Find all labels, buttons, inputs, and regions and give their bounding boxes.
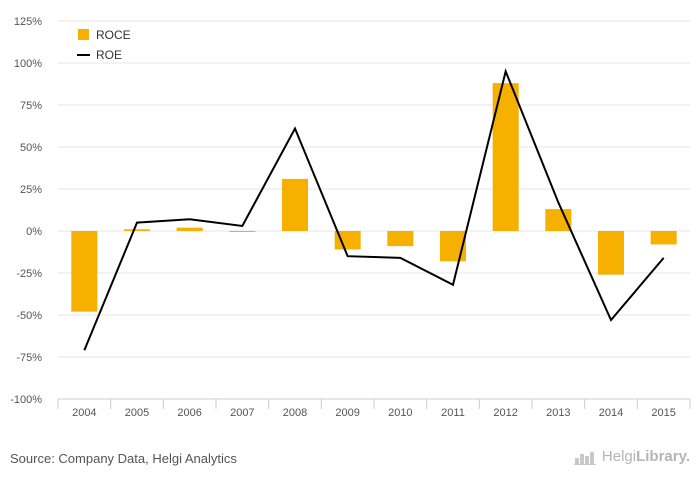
roce-bar (124, 229, 150, 231)
x-axis: 2004 2005 2006 2007 2008 2009 2010 2011 2012 2013… (57, 398, 691, 419)
legend-swatch-roce (78, 29, 89, 40)
roce-bar (545, 209, 572, 231)
legend-label-roe: ROE (96, 48, 122, 62)
roce-bar (650, 231, 677, 245)
x-tick-label: 2015 (651, 407, 675, 419)
gridlines (58, 20, 690, 400)
roce-bar (176, 227, 203, 231)
y-tick-label: 25% (20, 184, 42, 196)
roce-bar (598, 231, 624, 275)
x-tick-label: 2013 (546, 407, 570, 419)
x-tick-label: 2010 (388, 407, 412, 419)
y-tick-label: 75% (20, 100, 42, 112)
roce-bars (71, 83, 677, 312)
legend-label-roce: ROCE (96, 28, 131, 42)
x-tick-label: 2005 (125, 407, 149, 419)
x-tick-label: 2014 (599, 407, 623, 419)
roe-line (83, 68, 665, 351)
y-tick-label: -100% (10, 394, 42, 406)
x-tick-label: 2008 (283, 407, 307, 419)
source-note: Source: Company Data, Helgi Analytics (10, 451, 237, 466)
y-tick-label: 50% (20, 142, 42, 154)
roce-bar (282, 178, 308, 231)
helgi-library-logo: HelgiLibrary. (573, 448, 690, 465)
x-tick-label: 2012 (493, 407, 517, 419)
logo-text-helgi: Helgi (601, 448, 637, 465)
y-tick-label: 100% (14, 58, 42, 70)
y-tick-label: -75% (16, 352, 42, 364)
y-tick-label: -50% (16, 310, 42, 322)
x-tick-label: 2004 (72, 407, 96, 419)
y-axis: 125% 100% 75% 50% 25% 0% -25% -50% -75% -100% (10, 16, 42, 406)
x-tick-label: 2006 (177, 407, 201, 419)
y-tick-label: -25% (16, 268, 42, 280)
library-icon (573, 451, 596, 465)
chart: 125% 100% 75% 50% 25% 0% -25% -50% -75% -100% 200… (10, 16, 691, 419)
roce-bar (334, 231, 361, 250)
x-tick-label: 2007 (230, 407, 254, 419)
legend: ROCE ROE (77, 28, 131, 62)
roe-line-group (83, 68, 665, 351)
y-tick-label: 0% (26, 226, 42, 238)
roce-bar (387, 231, 414, 247)
y-tick-label: 125% (14, 16, 42, 28)
x-tick-label: 2011 (441, 407, 465, 419)
logo-text-library: Library. (636, 448, 690, 465)
roce-bar (71, 231, 98, 312)
roce-bar (229, 231, 256, 232)
x-tick-label: 2009 (335, 407, 359, 419)
